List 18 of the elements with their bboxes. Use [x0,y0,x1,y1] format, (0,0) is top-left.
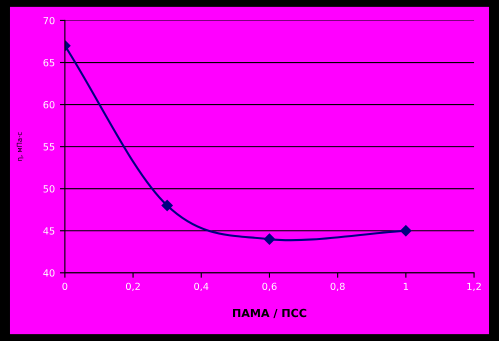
x-tick-label: 1 [404,282,408,290]
y-tick-label: 50 [44,185,54,193]
x-tick-label: 0,2 [126,282,140,292]
x-tick-label: 0,4 [194,282,208,292]
x-tick-label: 0 [62,282,68,290]
y-tick-label: 45 [43,227,54,235]
y-tick-label: 60 [43,101,54,108]
y-tick-label: 40 [43,269,54,277]
y-tick-label: 70 [44,16,54,24]
point [162,200,173,212]
point [400,225,412,236]
y-tick-label: 55 [44,143,54,150]
y-tick-label: 65 [43,58,54,66]
x-tick-label: 0,8 [330,282,345,292]
x-tick-label: 1,2 [467,282,481,292]
x-axis-title: ПАМА / ПСС [233,308,306,318]
point [264,234,276,245]
x-tick-label: 0,6 [262,282,277,292]
